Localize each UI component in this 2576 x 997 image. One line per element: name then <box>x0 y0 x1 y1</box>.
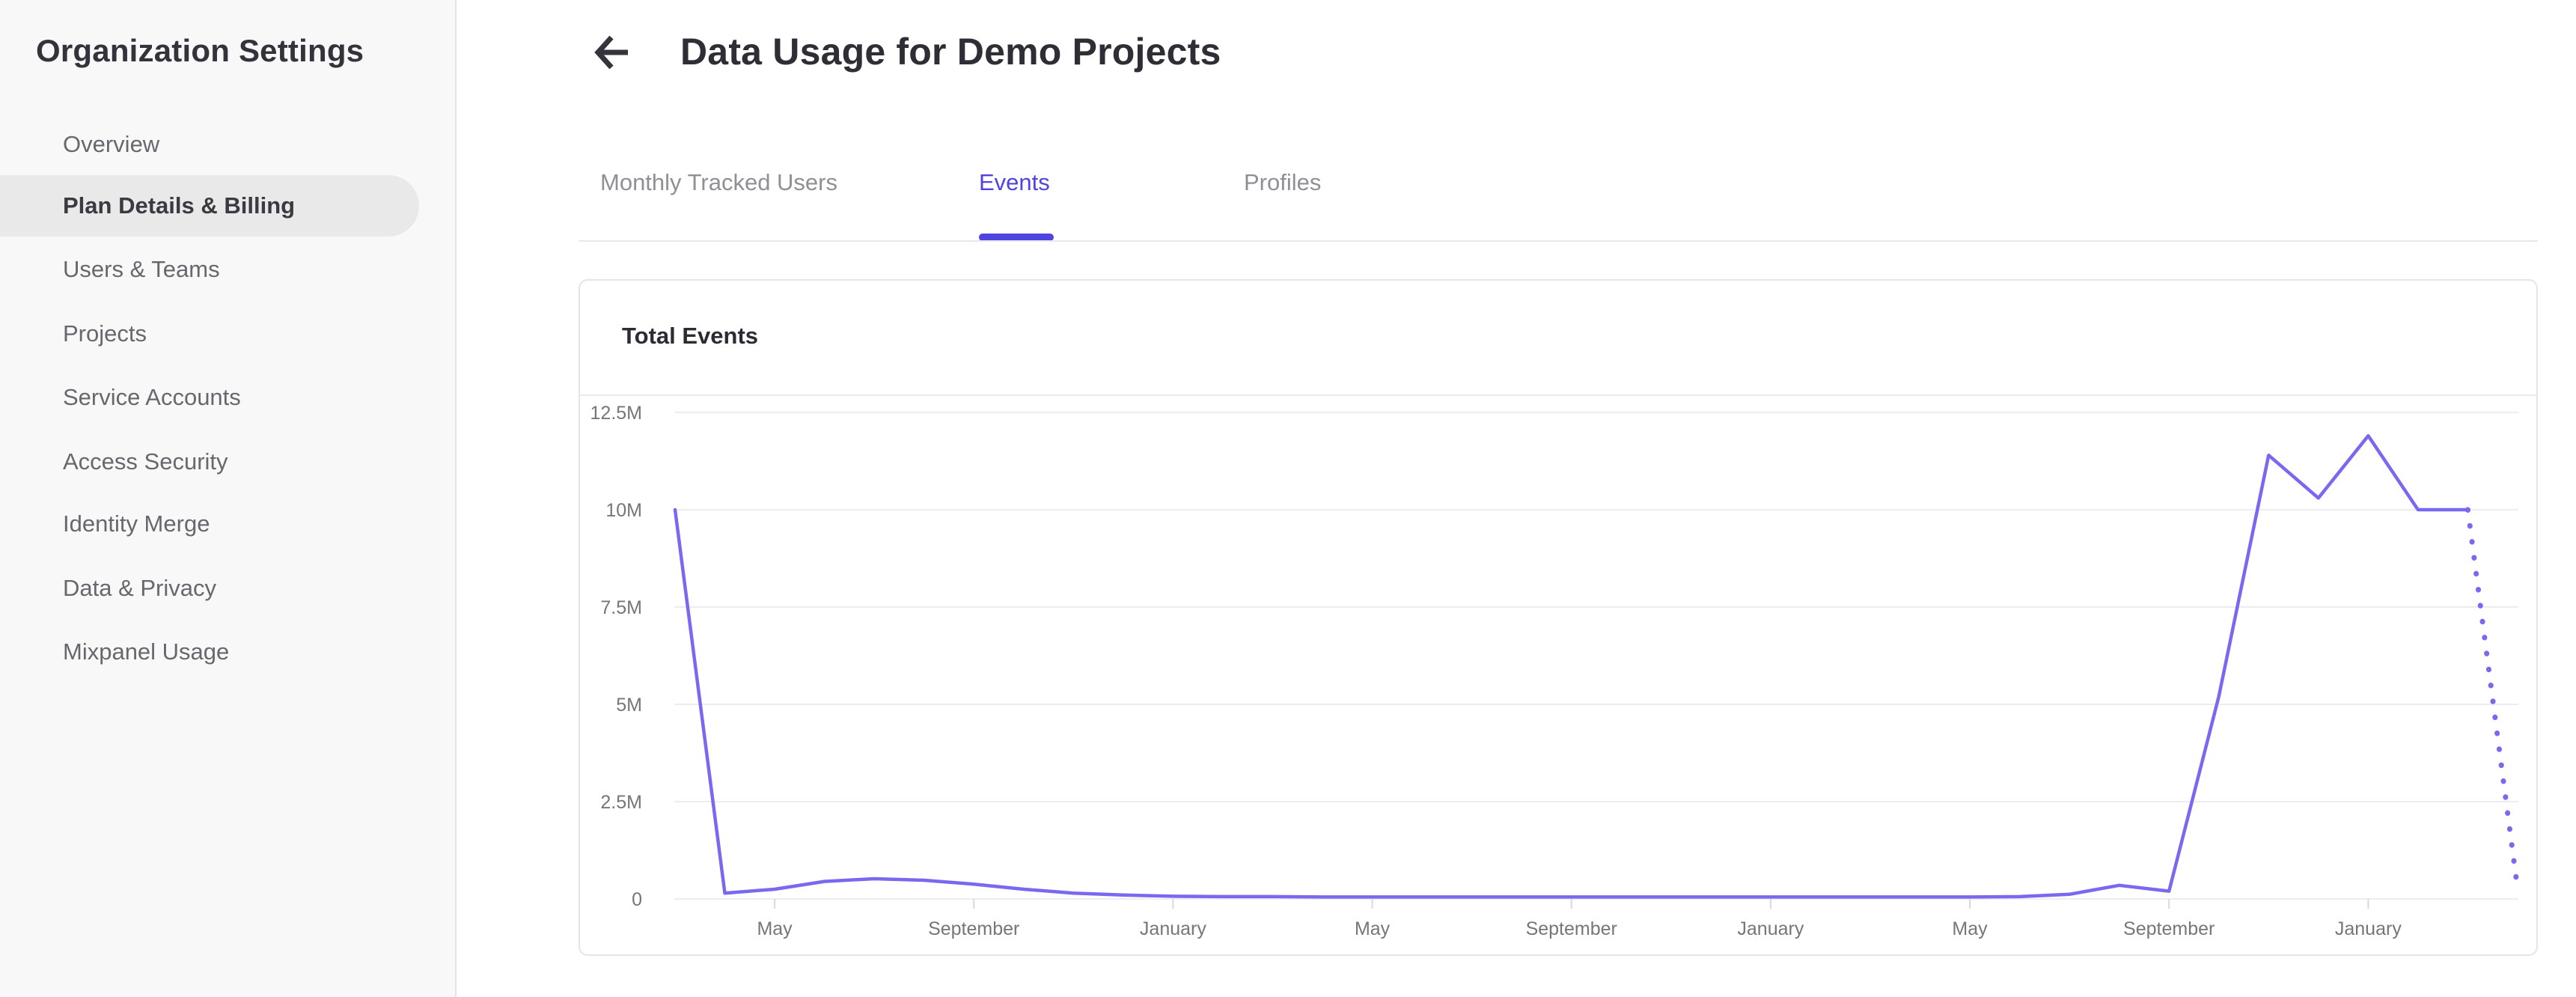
total-events-series-line <box>673 433 2470 899</box>
y-axis-label-0: 0 <box>632 889 642 910</box>
sidebar-item-label: Projects <box>63 320 147 347</box>
tab-events[interactable]: Events <box>979 169 1050 195</box>
sidebar-item-label: Identity Merge <box>63 510 210 537</box>
card-header-divider <box>580 394 2536 396</box>
total-events-line-chart: 12.5M 10M 7.5M 5M 2.5M 0 May September January Ma… <box>590 403 2521 939</box>
x-axis-label-2: January <box>1140 918 1206 939</box>
sidebar-item-label: Mixpanel Usage <box>63 638 230 665</box>
sidebar-item-projects[interactable]: Projects <box>0 303 419 365</box>
y-axis-label-10m: 10M <box>605 500 642 521</box>
sidebar-item-data-privacy[interactable]: Data & Privacy <box>0 558 419 619</box>
sidebar-item-label: Overview <box>63 131 160 157</box>
y-axis-label-7-5m: 7.5M <box>600 597 642 618</box>
total-events-card: Total Events 12.5M 10M 7.5M 5M 2.5M 0 May Septe… <box>579 279 2538 956</box>
page-title: Data Usage for Demo Projects <box>680 31 1221 73</box>
y-axis-label-2-5m: 2.5M <box>600 792 642 813</box>
sidebar-item-label: Plan Details & Billing <box>63 192 296 219</box>
sidebar-item-label: Access Security <box>63 448 228 475</box>
sidebar-item-access-security[interactable]: Access Security <box>0 431 419 493</box>
arrow-left-icon <box>594 35 628 70</box>
sidebar-item-label: Service Accounts <box>63 384 241 410</box>
tab-profiles[interactable]: Profiles <box>1244 169 1322 195</box>
usage-tabbar <box>579 150 2538 242</box>
sidebar-title: Organization Settings <box>36 33 364 68</box>
x-axis-label-5: January <box>1737 918 1804 939</box>
back-button[interactable] <box>590 31 632 73</box>
tab-monthly-tracked-users[interactable]: Monthly Tracked Users <box>600 169 837 195</box>
x-axis-label-8: January <box>2335 918 2402 939</box>
sidebar-item-label: Data & Privacy <box>63 575 217 601</box>
sidebar-item-plan-details-billing[interactable]: Plan Details & Billing <box>0 175 419 237</box>
x-axis-label-0: May <box>757 918 793 939</box>
sidebar-item-label: Users & Teams <box>63 256 220 282</box>
x-axis-label-7: September <box>2123 918 2215 939</box>
x-axis-label-3: May <box>1355 918 1391 939</box>
sidebar-item-mixpanel-usage[interactable]: Mixpanel Usage <box>0 621 419 683</box>
projected-dotted-segment <box>2464 507 2521 892</box>
x-axis-label-4: September <box>1526 918 1617 939</box>
y-axis-label-5m: 5M <box>616 695 642 716</box>
sidebar-item-service-accounts[interactable]: Service Accounts <box>0 367 419 428</box>
sidebar-item-users-teams[interactable]: Users & Teams <box>0 239 419 300</box>
x-axis-label-6: May <box>1952 918 1988 939</box>
chart-title: Total Events <box>622 323 759 349</box>
tab-divider <box>579 240 2538 242</box>
sidebar-item-overview[interactable]: Overview <box>0 114 419 175</box>
x-axis-label-1: September <box>928 918 1019 939</box>
y-axis-label-12-5m: 12.5M <box>590 403 642 424</box>
sidebar-item-identity-merge[interactable]: Identity Merge <box>0 493 419 555</box>
organization-settings-sidebar: Organization Settings Overview Plan Detai… <box>0 0 457 997</box>
active-tab-indicator <box>979 234 1054 241</box>
